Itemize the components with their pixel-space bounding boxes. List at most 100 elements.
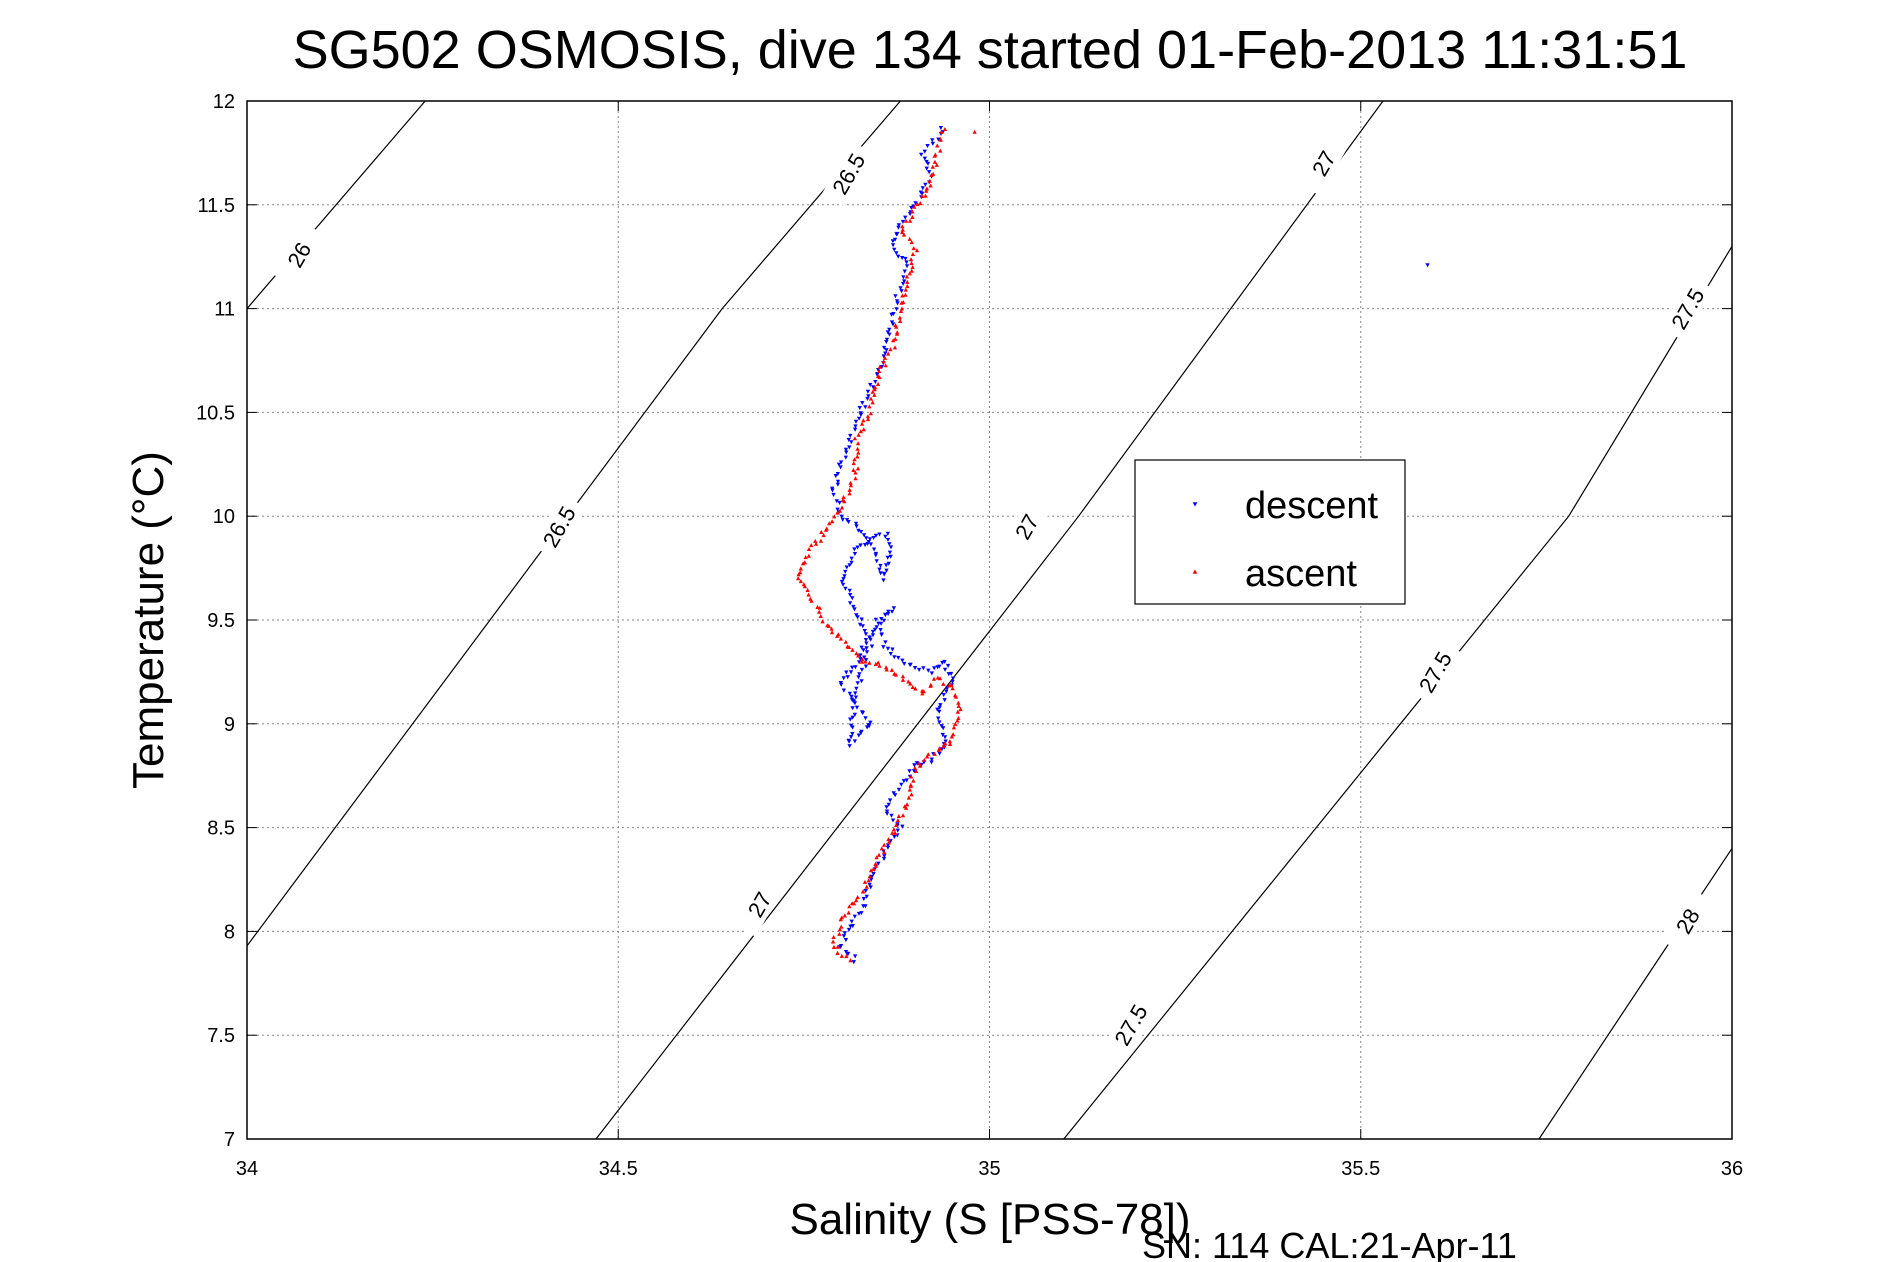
ascent-point (867, 404, 872, 409)
descent-point (848, 717, 853, 722)
ascent-point (829, 630, 835, 635)
ascent-point (856, 432, 861, 437)
descent-point (858, 413, 864, 418)
descent-point (879, 632, 884, 637)
ascent-point (841, 494, 846, 499)
ascent-point (924, 186, 930, 191)
descent-point (862, 543, 868, 548)
contour-label-bg (272, 222, 326, 288)
descent-point (937, 720, 942, 725)
descent-point (847, 744, 852, 749)
ascent-point (879, 846, 884, 851)
ascent-point (846, 910, 851, 915)
ascent-point (910, 252, 916, 256)
ascent-point (836, 632, 841, 637)
ascent-point (949, 734, 954, 739)
descent-point (890, 243, 896, 248)
descent-point (950, 679, 955, 684)
ascent-point (901, 300, 906, 305)
descent-point (854, 524, 859, 529)
ascent-point (872, 387, 877, 392)
descent-point (900, 824, 905, 829)
x-tick-label: 34 (236, 1158, 258, 1180)
ascent-point (798, 579, 803, 584)
descent-point (885, 537, 891, 542)
descent-point (846, 951, 851, 956)
descent-point (895, 301, 900, 306)
ascent-point (839, 953, 844, 958)
descent-point (849, 560, 854, 565)
ascent-point (853, 476, 858, 481)
descent-point (864, 650, 870, 655)
ascent-point (891, 827, 897, 832)
descent-point (879, 617, 884, 621)
descent-point (854, 705, 860, 710)
ascent-point (813, 541, 819, 546)
ascent-point (939, 129, 944, 134)
ascent-point (798, 570, 803, 575)
ascent-point (932, 159, 938, 164)
descent-point (858, 622, 863, 627)
descent-point (843, 447, 849, 452)
ascent-point (947, 741, 953, 746)
ascent-point (912, 765, 918, 770)
descent-point (898, 286, 903, 291)
contour-line-3 (1063, 245, 1732, 1139)
ascent-point (893, 336, 898, 341)
descent-point (901, 779, 906, 784)
descent-point (922, 149, 927, 154)
ascent-point (860, 657, 865, 662)
descent-point (849, 556, 854, 561)
descent-point (847, 563, 852, 568)
ascent-point (875, 381, 881, 386)
ascent-point (801, 582, 806, 587)
descent-point (848, 670, 854, 675)
descent-point (846, 738, 851, 743)
ascent-point (870, 400, 875, 405)
descent-point (854, 686, 859, 691)
descent-point (924, 159, 929, 164)
descent-point (849, 919, 854, 924)
descent-point (874, 559, 879, 564)
ascent-point (941, 743, 946, 748)
descent-point (900, 256, 905, 261)
ascent-point (873, 863, 878, 868)
ascent-point (947, 739, 952, 744)
descent-point (853, 665, 858, 670)
ascent-point (884, 665, 889, 670)
descent-point (856, 911, 862, 916)
ascent-point (855, 446, 860, 451)
ascent-point (894, 822, 899, 827)
descent-point (866, 394, 871, 399)
ascent-point (852, 436, 858, 441)
ascent-point (839, 505, 845, 510)
ascent-point (910, 265, 915, 270)
descent-point (850, 706, 855, 711)
descent-point (885, 845, 891, 850)
descent-point (862, 629, 867, 634)
ascent-point (842, 913, 847, 918)
ascent-point (896, 813, 901, 818)
descent-point (849, 694, 854, 699)
descent-point (892, 247, 897, 252)
ascent-point (868, 868, 874, 873)
legend-box (1134, 459, 1406, 605)
descent-point (896, 254, 901, 259)
descent-point (886, 561, 891, 566)
descent-point (860, 624, 865, 629)
descent-point (926, 668, 931, 673)
descent-point (858, 411, 863, 416)
descent-point (839, 514, 844, 519)
descent-point (844, 670, 849, 675)
ascent-point (888, 347, 893, 352)
ascent-point (920, 688, 925, 693)
ascent-point (838, 636, 844, 641)
legend-marker-descent (1192, 502, 1198, 507)
descent-point (859, 667, 865, 672)
descent-point (869, 877, 874, 882)
ascent-point (941, 681, 946, 686)
descent-point (879, 365, 884, 370)
ascent-point (897, 315, 902, 320)
ascent-point (873, 861, 878, 866)
ascent-point (918, 201, 923, 206)
